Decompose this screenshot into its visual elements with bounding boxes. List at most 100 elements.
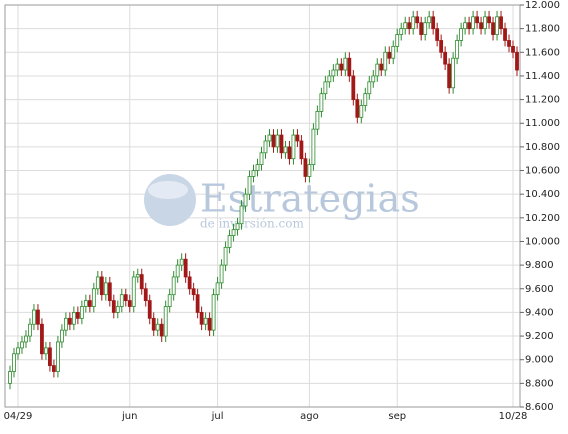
candle-body <box>407 22 412 30</box>
y-tick-label: 12.000 <box>525 0 560 11</box>
candle-body <box>351 75 356 100</box>
candle-body <box>135 274 140 278</box>
candle-body <box>195 294 200 313</box>
candle-body <box>56 341 60 372</box>
candle-body <box>79 306 84 319</box>
y-tick-label: 10.000 <box>525 236 560 247</box>
watermark-subtext: de inversión.com <box>200 217 304 231</box>
x-tick-label: jul <box>211 411 224 422</box>
candle-body <box>451 57 456 89</box>
candle-body <box>159 323 164 337</box>
candle-body <box>44 347 48 355</box>
candle-body <box>91 288 96 307</box>
candle-body <box>399 28 404 35</box>
candle-body <box>339 63 344 71</box>
candle-body <box>483 16 487 30</box>
watermark: Estrategias de inversión.com <box>144 174 420 231</box>
y-tick-label: 8.800 <box>525 378 554 389</box>
candle-body <box>227 235 232 248</box>
candle-body <box>475 16 479 24</box>
candle-body <box>343 57 348 71</box>
candle-body <box>439 40 444 53</box>
candle-body <box>175 264 180 278</box>
candle-body <box>231 229 236 236</box>
candle-body <box>191 288 196 296</box>
candle-body <box>32 309 36 325</box>
candle-body <box>463 22 468 30</box>
candle-body <box>59 329 64 343</box>
x-tick-label: jun <box>121 411 137 422</box>
candle-body <box>267 134 272 142</box>
candle-body <box>207 317 212 331</box>
candle-body <box>211 294 216 331</box>
candle-body <box>183 258 188 278</box>
candle-body <box>291 134 296 160</box>
candle-body <box>479 22 483 30</box>
candle-body <box>391 45 396 59</box>
candle-body <box>395 34 400 47</box>
candle-body <box>71 312 76 325</box>
y-tick-label: 9.400 <box>525 307 554 318</box>
candle-body <box>511 45 515 53</box>
candle-body <box>95 276 100 290</box>
candle-body <box>187 276 192 290</box>
y-tick-label: 10.800 <box>525 142 560 153</box>
candle-body <box>403 22 408 30</box>
candle-body <box>319 93 324 112</box>
candle-body <box>143 288 148 301</box>
x-tick-label: 10/28 <box>499 411 528 422</box>
y-tick-label: 9.000 <box>525 355 554 366</box>
candle-body <box>20 341 24 349</box>
candle-body <box>235 223 240 231</box>
candle-body <box>355 99 360 118</box>
candle-body <box>259 152 264 166</box>
candle-body <box>379 63 384 71</box>
x-tick-label: ago <box>300 411 319 422</box>
candle-body <box>423 22 428 35</box>
candle-body <box>431 16 436 30</box>
candle-body <box>127 300 132 307</box>
candle-body <box>275 134 280 148</box>
candle-body <box>367 81 372 95</box>
candle-body <box>503 28 507 41</box>
candle-body <box>315 111 320 130</box>
candle-body <box>383 51 388 71</box>
candle-body <box>40 323 44 355</box>
candle-body <box>151 317 156 331</box>
candle-body <box>119 294 124 307</box>
candle-body <box>427 16 432 24</box>
candle-body <box>75 312 80 319</box>
candle-body <box>147 300 152 319</box>
candle-body <box>28 323 32 337</box>
candle-body <box>327 75 332 83</box>
candle-body <box>411 16 416 30</box>
candle-body <box>283 146 288 154</box>
y-tick-label: 11.400 <box>525 71 560 82</box>
candle-body <box>323 81 328 95</box>
y-tick-label: 9.600 <box>525 284 554 295</box>
candle-body <box>199 312 204 325</box>
candle-body <box>48 347 52 367</box>
candle-body <box>63 317 68 331</box>
candle-body <box>419 22 424 35</box>
candle-body <box>155 323 160 331</box>
watermark-text: Estrategias <box>200 177 420 221</box>
y-tick-label: 11.200 <box>525 95 560 106</box>
candle-body <box>495 16 499 35</box>
candle-body <box>247 176 252 195</box>
candle-body <box>131 276 136 307</box>
candle-body <box>303 158 308 177</box>
candle-body <box>311 128 316 166</box>
candle-body <box>331 69 336 77</box>
candle-body <box>515 51 519 71</box>
candle-body <box>52 365 56 372</box>
candle-body <box>455 40 460 59</box>
candle-body <box>347 57 352 77</box>
candle-body <box>16 347 20 355</box>
x-tick-label: 04/29 <box>4 411 33 422</box>
candle-body <box>415 16 420 24</box>
candle-body <box>36 309 40 325</box>
candle-body <box>279 134 284 154</box>
x-tick-label: sep <box>388 411 406 422</box>
candle-body <box>99 276 104 296</box>
